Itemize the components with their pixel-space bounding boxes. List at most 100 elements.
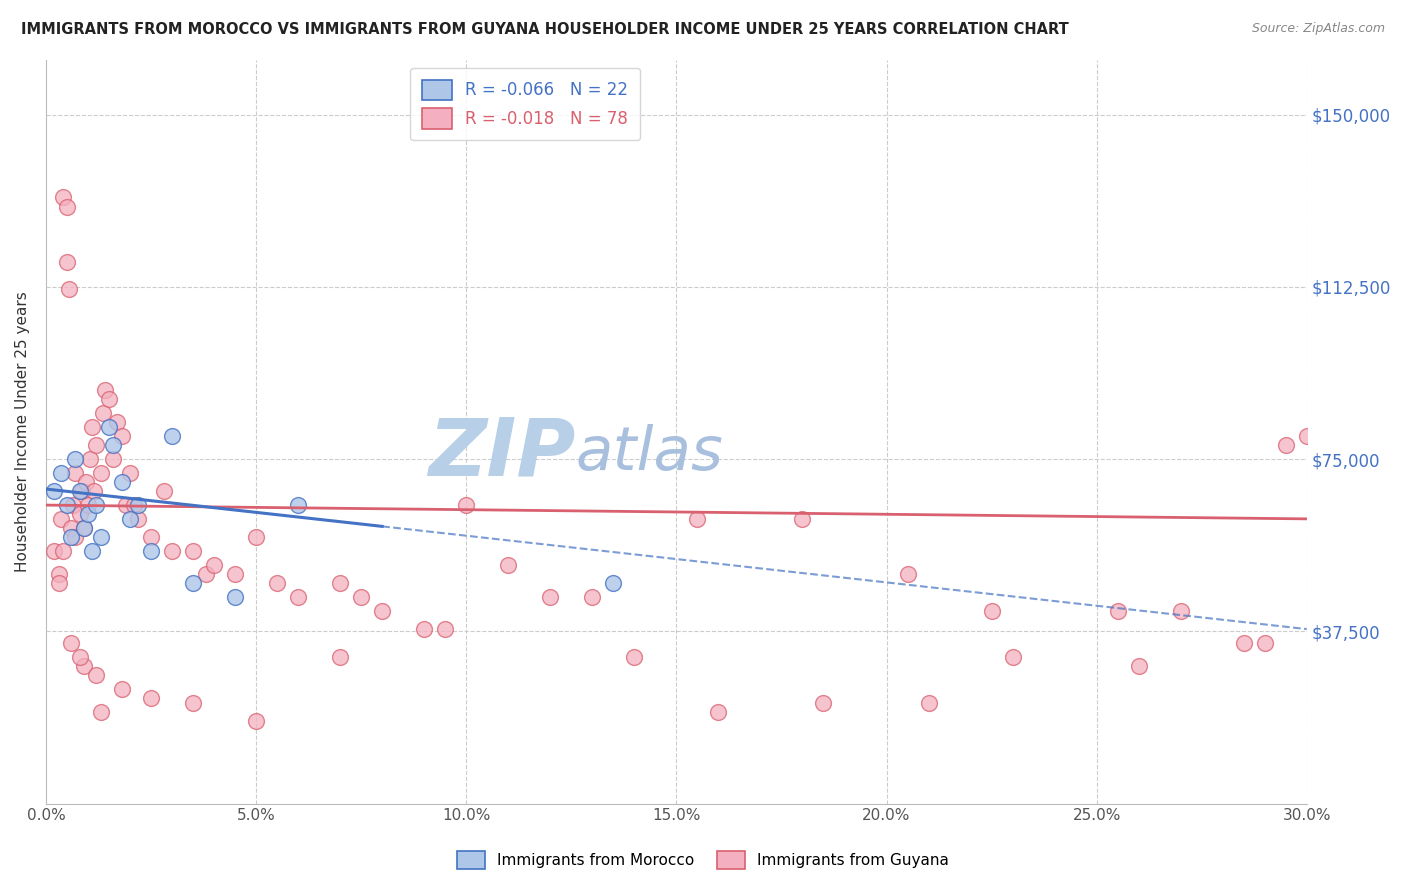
Point — [56, 498, 79, 512]
Point — [70, 484, 93, 499]
Point — [538, 590, 561, 604]
Point — [434, 622, 457, 636]
Point — [83, 484, 105, 499]
Point — [139, 530, 162, 544]
Point — [60, 636, 83, 650]
Point — [111, 475, 134, 490]
Point — [202, 558, 225, 572]
Point — [160, 429, 183, 443]
Point — [58, 282, 80, 296]
Point — [65, 466, 87, 480]
Point — [1295, 429, 1317, 443]
Point — [792, 512, 814, 526]
Point — [82, 420, 104, 434]
Point — [896, 566, 918, 581]
Point — [122, 498, 145, 512]
Point — [69, 484, 91, 499]
Point — [1128, 658, 1150, 673]
Point — [44, 484, 66, 499]
Point — [127, 512, 149, 526]
Text: ZIP: ZIP — [429, 415, 575, 493]
Point — [127, 498, 149, 512]
Point — [160, 544, 183, 558]
Point — [52, 544, 75, 558]
Point — [114, 498, 136, 512]
Point — [152, 484, 174, 499]
Point — [329, 576, 352, 591]
Point — [56, 200, 79, 214]
Point — [181, 544, 204, 558]
Point — [56, 254, 79, 268]
Point — [371, 604, 394, 618]
Y-axis label: Householder Income Under 25 years: Householder Income Under 25 years — [15, 291, 30, 572]
Point — [623, 649, 645, 664]
Point — [980, 604, 1002, 618]
Point — [44, 544, 66, 558]
Point — [91, 406, 114, 420]
Point — [111, 429, 134, 443]
Point — [69, 649, 91, 664]
Point — [86, 438, 108, 452]
Point — [456, 498, 478, 512]
Point — [1254, 636, 1277, 650]
Point — [77, 508, 100, 522]
Point — [86, 498, 108, 512]
Point — [118, 512, 141, 526]
Point — [62, 498, 84, 512]
Point — [329, 649, 352, 664]
Point — [707, 705, 730, 719]
Point — [107, 416, 129, 430]
Point — [75, 475, 97, 490]
Point — [90, 705, 112, 719]
Point — [60, 530, 83, 544]
Point — [118, 466, 141, 480]
Point — [1170, 604, 1192, 618]
Point — [813, 696, 835, 710]
Text: Source: ZipAtlas.com: Source: ZipAtlas.com — [1251, 22, 1385, 36]
Point — [917, 696, 939, 710]
Point — [350, 590, 373, 604]
Point — [98, 420, 121, 434]
Point — [1274, 438, 1296, 452]
Point — [181, 696, 204, 710]
Point — [86, 668, 108, 682]
Point — [103, 438, 125, 452]
Point — [413, 622, 436, 636]
Point — [194, 566, 217, 581]
Point — [73, 658, 96, 673]
Point — [49, 466, 72, 480]
Point — [1001, 649, 1024, 664]
Point — [82, 544, 104, 558]
Point — [686, 512, 709, 526]
Point — [73, 521, 96, 535]
Point — [1233, 636, 1256, 650]
Point — [245, 714, 267, 728]
Point — [77, 498, 100, 512]
Point — [245, 530, 267, 544]
Point — [581, 590, 603, 604]
Point — [90, 466, 112, 480]
Text: atlas: atlas — [575, 425, 723, 483]
Point — [79, 452, 101, 467]
Point — [60, 521, 83, 535]
Point — [65, 530, 87, 544]
Point — [139, 544, 162, 558]
Point — [266, 576, 288, 591]
Point — [73, 521, 96, 535]
Point — [139, 690, 162, 705]
Point — [111, 681, 134, 696]
Point — [48, 576, 70, 591]
Point — [287, 498, 309, 512]
Legend: R = -0.066   N = 22, R = -0.018   N = 78: R = -0.066 N = 22, R = -0.018 N = 78 — [411, 68, 640, 140]
Point — [49, 512, 72, 526]
Point — [1107, 604, 1129, 618]
Point — [287, 590, 309, 604]
Text: IMMIGRANTS FROM MOROCCO VS IMMIGRANTS FROM GUYANA HOUSEHOLDER INCOME UNDER 25 YE: IMMIGRANTS FROM MOROCCO VS IMMIGRANTS FR… — [21, 22, 1069, 37]
Point — [602, 576, 624, 591]
Point — [48, 566, 70, 581]
Point — [69, 508, 91, 522]
Point — [496, 558, 519, 572]
Point — [181, 576, 204, 591]
Point — [98, 392, 121, 407]
Point — [224, 590, 246, 604]
